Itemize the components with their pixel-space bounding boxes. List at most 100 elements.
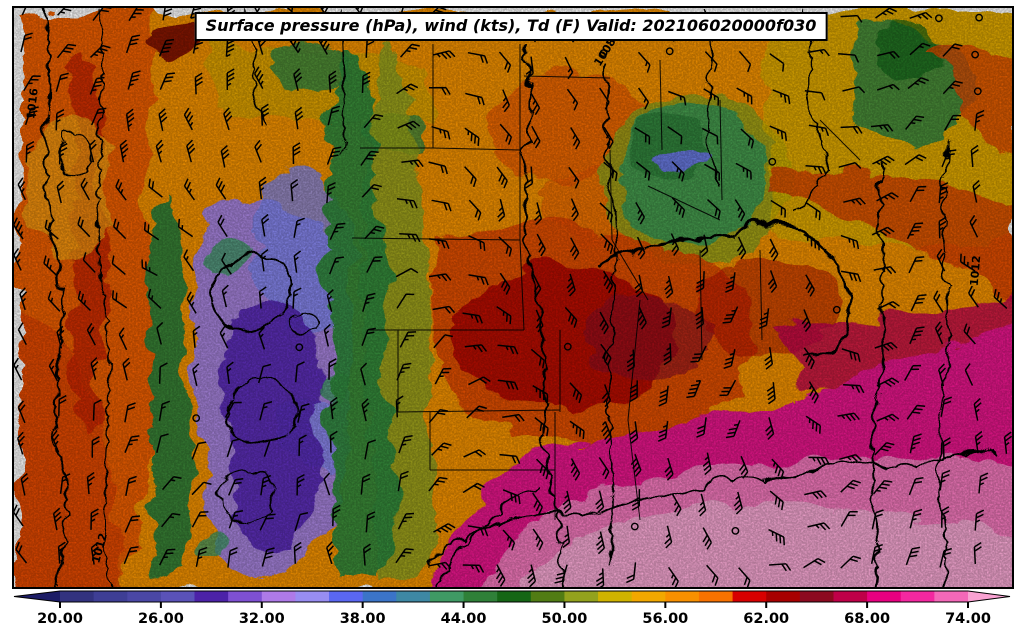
wind-barb	[959, 253, 976, 272]
wind-barb	[766, 382, 776, 405]
wind-barb	[17, 177, 27, 201]
wind-barb	[329, 430, 338, 453]
wind-barb	[532, 273, 542, 297]
wind-barb	[663, 343, 672, 366]
wind-barb	[973, 398, 982, 421]
station-circle	[973, 87, 982, 96]
wind-barb	[536, 233, 546, 257]
wind-barb	[257, 363, 272, 384]
wind-barb	[327, 105, 341, 126]
wind-barb	[428, 238, 450, 249]
wind-barb	[158, 38, 175, 57]
wind-barb	[294, 512, 309, 532]
wind-barb	[227, 547, 238, 568]
wind-barb	[432, 305, 456, 314]
wind-barb	[428, 408, 449, 424]
wind-barb	[808, 381, 819, 404]
wind-barb	[467, 525, 489, 537]
wind-barb	[561, 525, 571, 549]
wind-barb	[497, 379, 519, 391]
colorbar-band	[665, 591, 700, 602]
wind-barb	[629, 421, 639, 444]
wind-barb	[323, 323, 331, 347]
wind-barb	[192, 363, 200, 386]
wind-barb	[767, 270, 778, 294]
wind-barb	[738, 567, 751, 588]
wind-barb	[428, 7, 450, 17]
isobar-contour	[221, 376, 294, 443]
wind-barb	[497, 199, 506, 222]
wind-barb	[942, 43, 963, 57]
wind-barb	[939, 469, 951, 491]
wind-barb	[595, 490, 605, 514]
wind-barb	[498, 236, 513, 257]
wind-barb	[259, 513, 276, 531]
wind-barb	[496, 305, 512, 325]
wind-barb	[875, 7, 898, 19]
isobar-contour	[596, 217, 849, 358]
station-circle	[192, 414, 201, 422]
wind-barb	[906, 404, 926, 420]
wind-barb	[736, 87, 753, 105]
wind-barb	[365, 511, 376, 533]
wind-barb	[838, 161, 862, 169]
wind-barb	[801, 309, 812, 333]
wind-barb	[630, 454, 642, 477]
wind-barb	[499, 123, 513, 145]
wind-barb	[768, 528, 786, 546]
wind-barb	[56, 325, 65, 349]
wind-barb	[258, 176, 267, 199]
wind-barb	[115, 178, 127, 201]
station-circle	[975, 13, 983, 22]
wind-barb	[284, 7, 299, 18]
wind-barb	[905, 546, 921, 566]
wind-barb	[467, 51, 489, 64]
wind-barb	[706, 564, 719, 586]
wind-barb	[217, 214, 228, 238]
wind-barb	[215, 177, 227, 200]
wind-barb	[191, 441, 207, 460]
wind-barb	[329, 222, 346, 241]
wind-barb	[56, 180, 65, 204]
wind-barb	[253, 66, 264, 89]
colorbar-band	[463, 591, 498, 602]
wind-barb	[125, 108, 135, 132]
wind-barb	[807, 48, 830, 57]
wind-barb	[161, 512, 181, 528]
wind-barb	[805, 201, 821, 221]
wind-barb	[298, 434, 307, 456]
wind-barb	[840, 14, 863, 23]
wind-barb	[127, 70, 141, 90]
wind-barb	[807, 522, 831, 531]
wind-barb	[328, 70, 337, 93]
colorbar-band	[530, 591, 565, 602]
wind-barb	[326, 541, 335, 565]
isobar-contour	[519, 41, 561, 588]
wind-barb	[661, 307, 672, 329]
wind-barb	[595, 531, 606, 555]
station-circle	[768, 157, 777, 166]
wind-barb	[566, 273, 576, 297]
station-circle	[630, 522, 639, 531]
wind-barb	[183, 178, 196, 201]
wind-barb	[462, 482, 485, 494]
wind-barb	[158, 362, 168, 384]
wind-barb	[297, 403, 310, 423]
wind-barb	[942, 80, 963, 95]
wind-barb	[221, 284, 229, 308]
wind-barb	[598, 457, 610, 480]
wind-barb	[17, 322, 27, 346]
colorbar-tick-label: 50.00	[542, 611, 588, 627]
wind-barb	[840, 234, 860, 250]
colorbar-band	[127, 591, 162, 602]
wind-barb	[974, 430, 983, 454]
station-circle	[665, 47, 674, 56]
colorbar-band	[934, 591, 969, 602]
wind-barb	[155, 139, 164, 163]
wind-barb	[569, 420, 585, 440]
wind-barb	[601, 384, 612, 408]
wind-barb	[431, 199, 452, 212]
wind-barb	[362, 292, 376, 312]
wind-barb	[970, 144, 979, 168]
